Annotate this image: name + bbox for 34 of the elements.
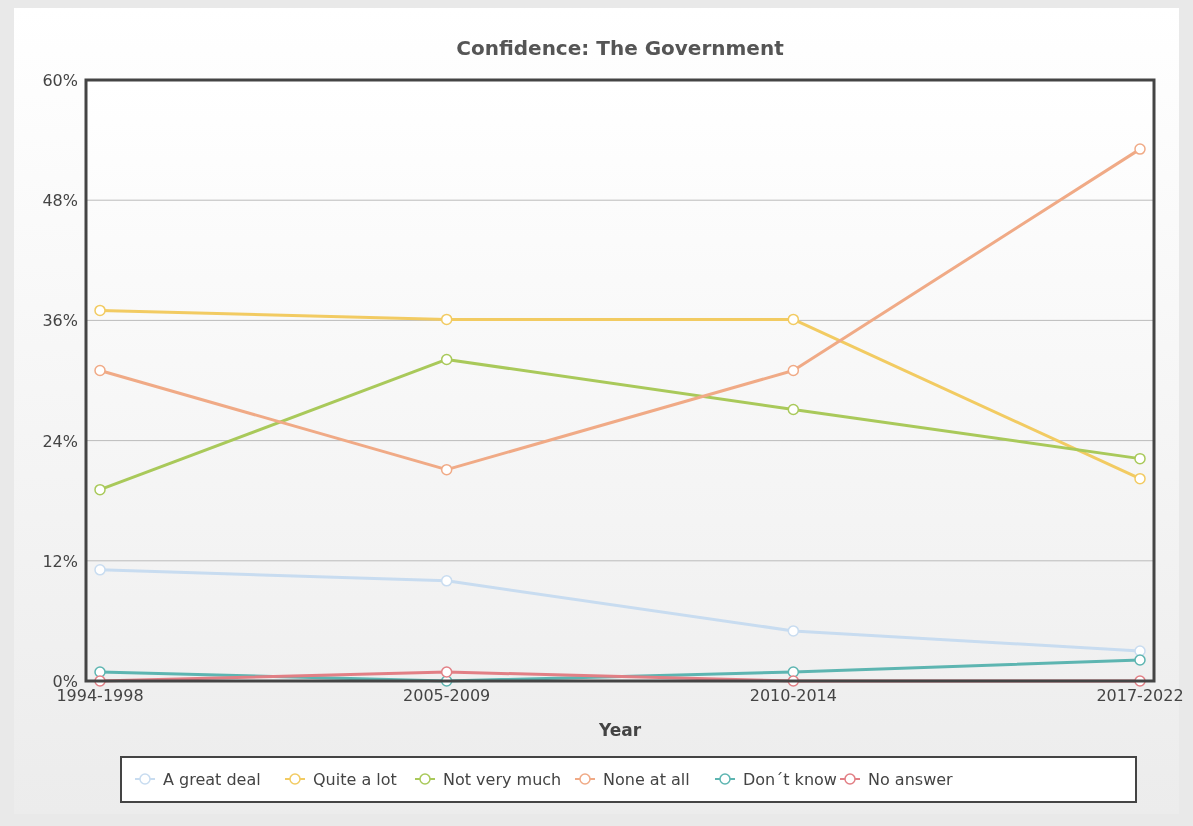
y-tick-label: 24%	[42, 431, 78, 451]
y-tick-label: 48%	[42, 191, 78, 211]
x-tick-label: 2005-2009	[403, 686, 491, 705]
y-tick-label: 60%	[42, 71, 78, 90]
point	[94, 304, 106, 317]
point	[440, 353, 453, 366]
legend-label: Not very much	[443, 770, 562, 789]
chart-title: Confidence: The Government	[456, 36, 785, 60]
x-tick-label: 1994-1998	[56, 686, 144, 705]
legend-label: A great deal	[163, 770, 261, 789]
point	[1134, 654, 1146, 666]
point	[1134, 143, 1146, 155]
point	[787, 313, 800, 326]
x-tick-label: 2010-2014	[749, 686, 837, 705]
point	[1134, 472, 1146, 485]
y-tick-label: 12%	[42, 551, 78, 571]
point	[440, 313, 453, 326]
x-tick-label: 2017-2022	[1096, 686, 1184, 705]
y-tick-label: 36%	[42, 311, 78, 331]
point	[440, 575, 453, 587]
point	[787, 403, 800, 416]
x-axis-title: Year	[597, 720, 642, 740]
legend-label: Don´t know	[743, 770, 837, 789]
point	[94, 483, 106, 496]
legend-label: Quite a lot	[313, 770, 397, 789]
point	[94, 364, 106, 377]
point	[440, 463, 453, 476]
point	[787, 625, 800, 637]
point	[1134, 452, 1146, 465]
legend-label: No answer	[868, 770, 954, 789]
point	[787, 364, 800, 377]
legend-label: None at all	[603, 770, 690, 789]
point	[440, 666, 453, 678]
point	[94, 564, 106, 576]
